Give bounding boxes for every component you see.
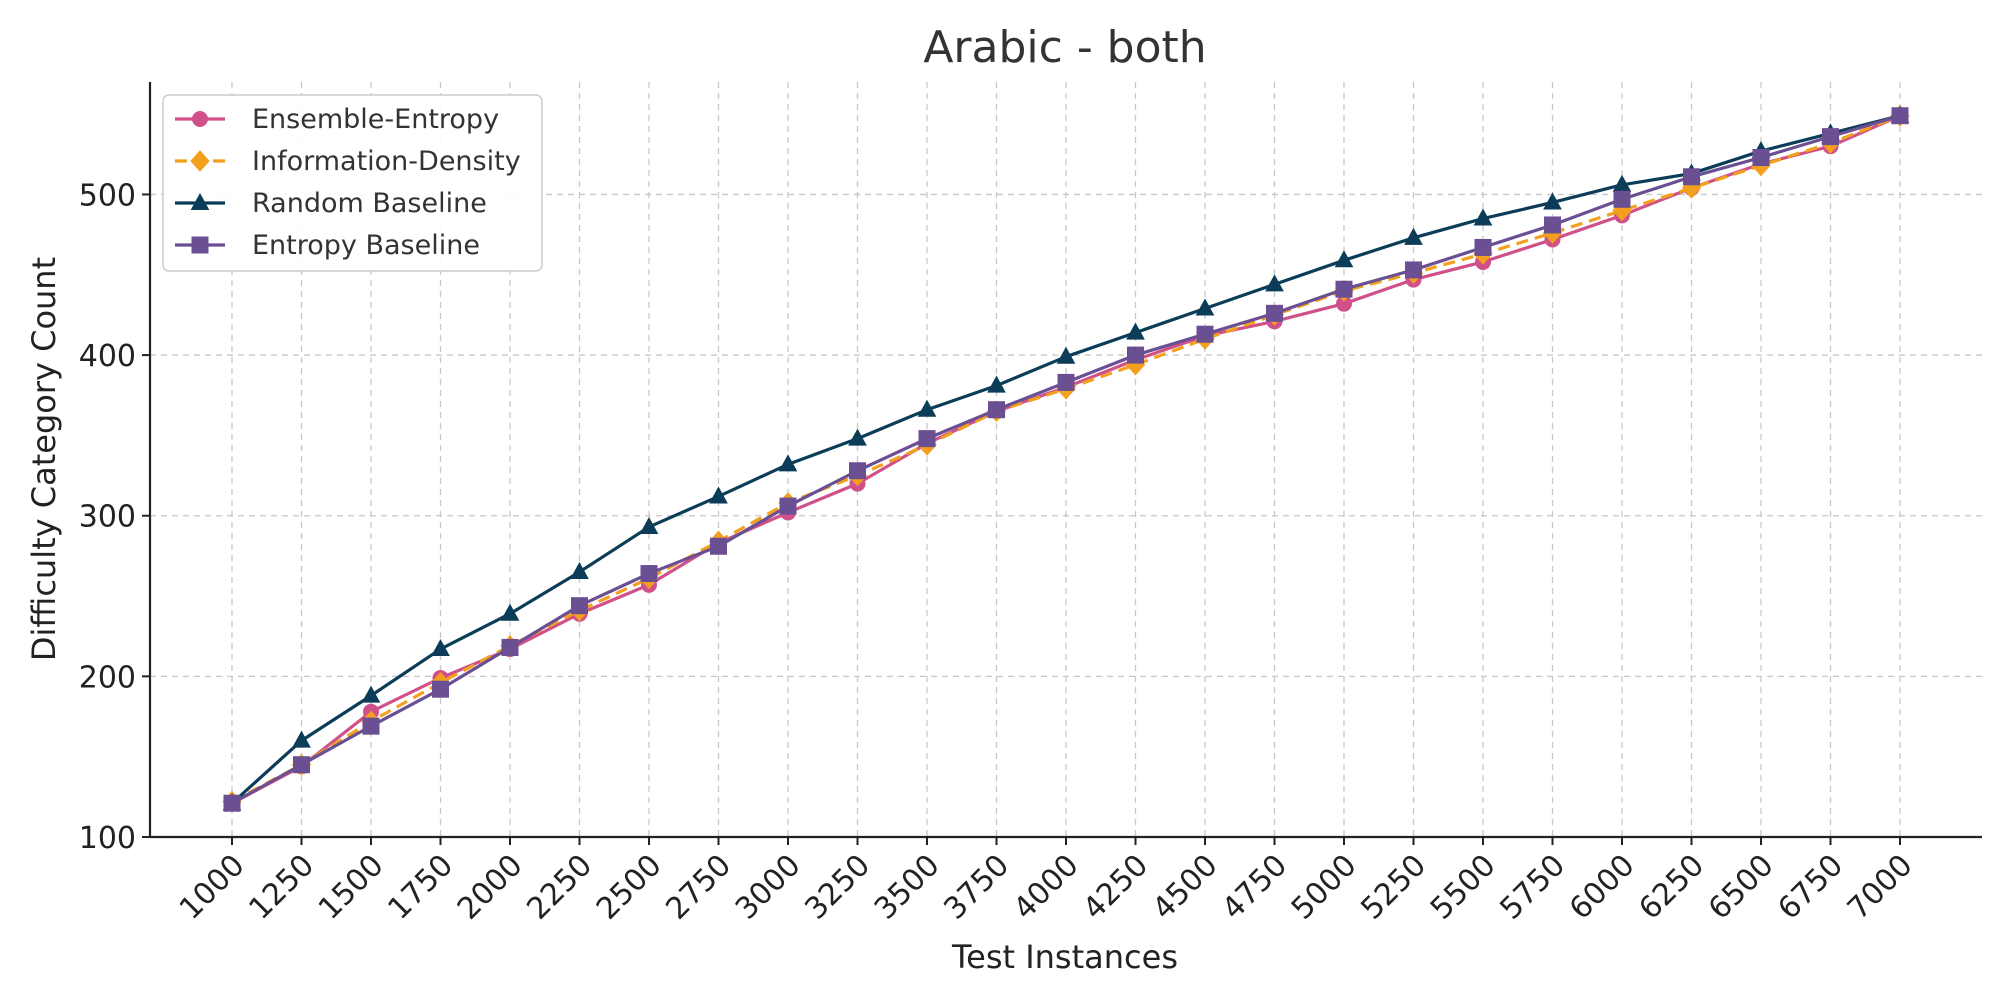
legend-marker [192,111,208,127]
x-tick-label: 6250 [1632,848,1711,927]
data-point [1822,128,1839,146]
data-point [1613,190,1631,208]
data-point [1405,261,1422,279]
x-tick-label: 4500 [1146,848,1225,927]
data-point [570,561,589,579]
data-point [501,638,519,656]
x-tick-label: 3250 [798,848,877,927]
data-point [361,685,381,703]
data-point [1056,346,1076,364]
data-point [1127,346,1144,364]
data-point [571,597,588,615]
x-tick-label: 2000 [451,848,530,927]
x-tick-label: 2500 [590,848,669,927]
x-tick-label: 5000 [1285,848,1364,927]
series-entropy-baseline [223,107,1909,812]
data-point [1544,216,1561,234]
x-tick-label: 5250 [1354,848,1433,927]
legend-box [162,94,543,272]
data-point [1335,280,1353,298]
x-tick-label: 1750 [381,848,460,927]
legend: Ensemble-Entropy Information-Density Rando… [162,94,543,272]
data-point [1474,238,1492,256]
x-tick-label: 1250 [242,848,321,927]
data-point [988,401,1005,419]
x-tick-label: 3500 [868,848,947,927]
x-tick-label: 1000 [173,848,252,927]
data-point [1126,322,1145,340]
data-point [1265,274,1284,292]
data-point [1683,168,1700,186]
data-point [1543,192,1562,210]
data-point [1404,227,1423,245]
data-point [223,794,241,812]
x-tick-label: 5500 [1424,848,1503,927]
data-point [292,730,311,748]
y-tick-label: 200 [79,660,136,695]
series-layer [222,104,1910,813]
data-point [293,756,310,774]
legend-marker [191,236,209,254]
data-point [1196,325,1214,343]
data-point [1334,250,1354,268]
data-point [1057,373,1075,391]
x-tick-label: 6750 [1771,848,1850,927]
x-tick-label: 5750 [1493,848,1572,927]
x-tick-label: 4750 [1215,848,1294,927]
y-tick-label: 100 [79,821,136,856]
data-point [639,516,659,534]
x-tick-label: 4250 [1076,848,1155,927]
data-point [431,639,450,657]
x-tick-label: 6500 [1702,848,1781,927]
data-point [849,462,866,480]
x-tick-label: 4000 [1007,848,1086,927]
x-tick-label: 7000 [1841,848,1920,927]
y-tick-label: 400 [79,339,136,374]
data-point [779,497,797,515]
data-point [1473,208,1493,226]
x-tick-label: 3000 [729,848,808,927]
x-axis-label: Test Instances [951,938,1178,976]
legend-label: Information-Density [252,146,521,177]
grid-layer [150,82,1982,837]
data-point [710,537,727,555]
data-point [848,428,867,446]
x-tick-label: 2250 [520,848,599,927]
y-axis-label: Difficulty Category Count [25,257,63,661]
data-point [918,430,936,448]
ticks-layer: 1000125015001750200022502500275030003250… [79,178,1920,926]
y-tick-label: 300 [79,500,136,535]
x-tick-label: 2750 [659,848,738,927]
data-point [362,717,380,735]
legend-label: Ensemble-Entropy [252,104,499,135]
data-point [500,603,520,621]
legend-label: Random Baseline [252,188,487,219]
legend-label: Entropy Baseline [252,230,480,261]
chart-title: Arabic - both [923,22,1206,73]
data-point [1266,304,1283,322]
x-tick-label: 6000 [1563,848,1642,927]
data-point [1195,298,1215,316]
data-point [432,680,449,698]
legend-marker [190,192,210,210]
data-point [709,486,728,504]
x-tick-label: 1500 [312,848,391,927]
x-tick-label: 3750 [937,848,1016,927]
data-point [917,399,937,417]
data-point [640,565,658,583]
y-tick-label: 500 [79,178,136,213]
data-point [987,375,1006,393]
data-point [1752,149,1770,166]
legend-marker [190,150,210,172]
data-point [778,454,798,472]
data-point [1891,107,1909,125]
